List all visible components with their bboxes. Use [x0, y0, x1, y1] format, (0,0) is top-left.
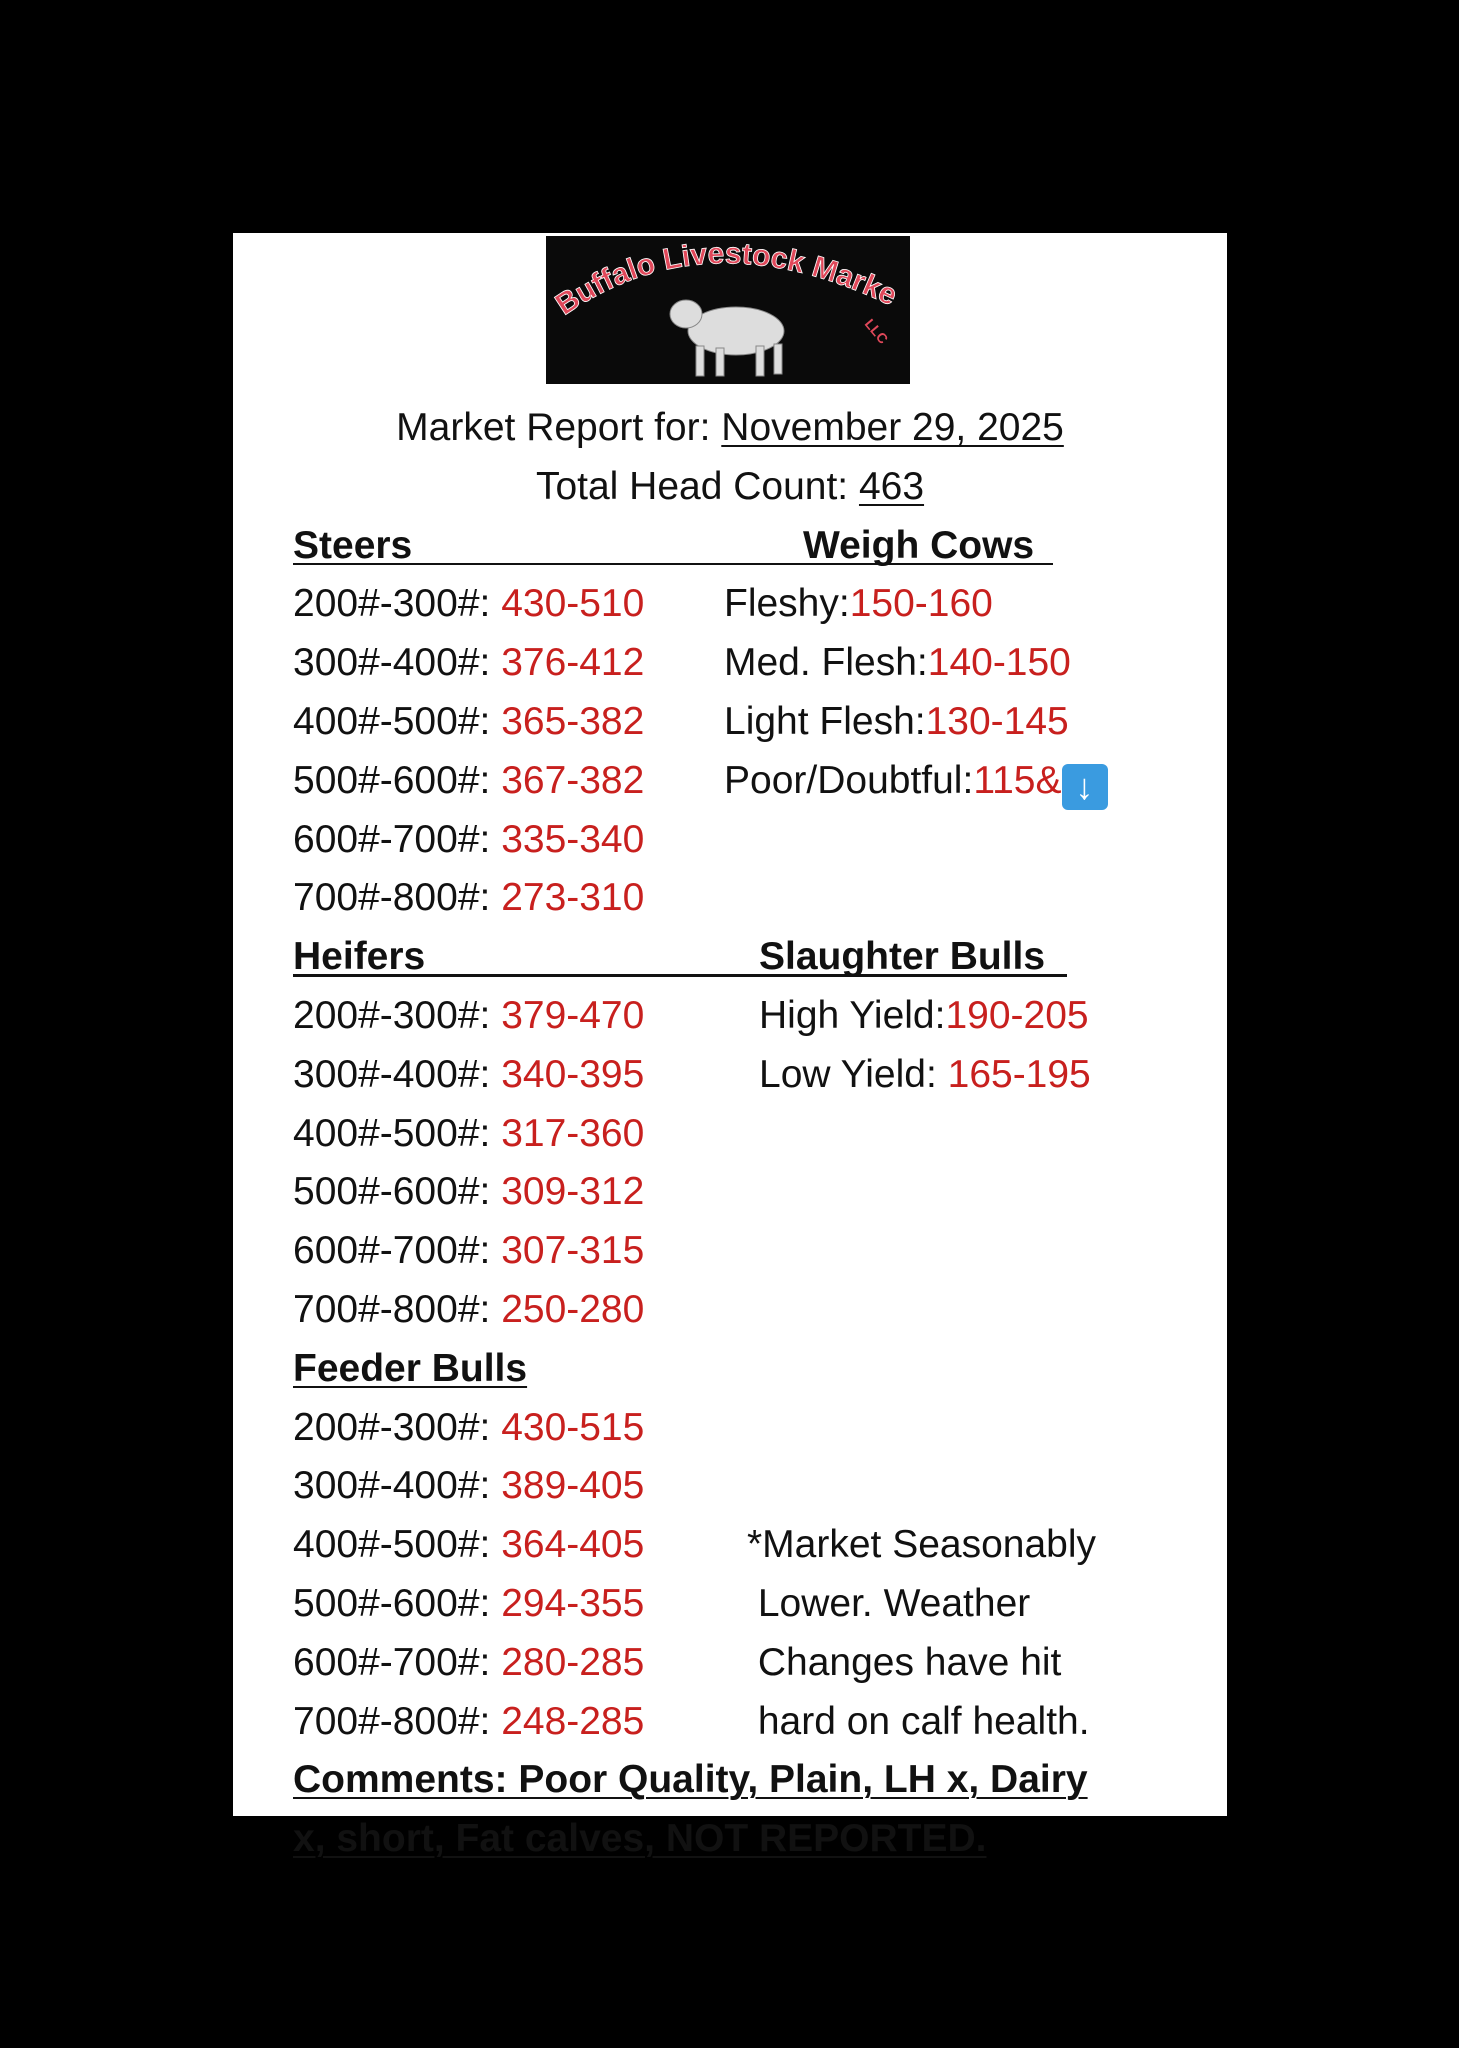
weigh-cows-price: 150-160: [849, 582, 993, 626]
feeder-bulls-price: 430-515: [501, 1405, 645, 1449]
weigh-cows-title: Weigh Cows: [803, 523, 1035, 567]
market-report-card: Buffalo Livestock Market LLC Market Repo…: [233, 233, 1227, 1860]
steers-price: 376-412: [501, 641, 645, 685]
steers-header-row: Steers Weigh Cows: [233, 517, 1227, 576]
report-label: Market Report for:: [396, 406, 722, 449]
down-arrow-icon: ↓: [1061, 763, 1108, 810]
heifers-price: 340-395: [501, 1052, 645, 1096]
steers-price: 365-382: [501, 699, 645, 743]
slaughter-bulls-price: 165-195: [947, 1052, 1091, 1096]
head-count-label: Total Head Count:: [535, 464, 859, 508]
comments: x, short, Fat calves, NOT REPORTED.: [293, 1817, 987, 1861]
report-date-line: Market Report for: November 29, 2025: [233, 399, 1227, 458]
feeder-bulls-title: Feeder Bulls: [293, 1346, 528, 1390]
head-count-line: Total Head Count: 463: [233, 458, 1227, 517]
steers-title: Steers: [293, 523, 413, 567]
weigh-cows-price: 115&: [973, 758, 1062, 802]
market-note: *Market Seasonably: [747, 1523, 1097, 1567]
market-note: hard on calf health.: [747, 1699, 1090, 1743]
heifers-price: 317-360: [501, 1111, 645, 1155]
feeder-bulls-price: 248-285: [501, 1699, 645, 1743]
report-date: November 29, 2025: [721, 406, 1064, 449]
feeder-bulls-price: 389-405: [501, 1464, 645, 1508]
comments: Comments: Poor Quality, Plain, LH x, Dai…: [293, 1758, 1088, 1802]
logo-suffix: LLC: [862, 316, 892, 347]
heifers-price: 309-312: [501, 1170, 645, 1214]
steers-price: 430-510: [501, 582, 645, 626]
slaughter-bulls-title: Slaughter Bulls: [759, 935, 1046, 979]
feeder-bulls-header-row: Feeder Bulls: [233, 1340, 1227, 1399]
weigh-cows-price: 130-145: [925, 699, 1069, 743]
steers-price: 367-382: [501, 758, 645, 802]
weigh-cows-price: 140-150: [927, 641, 1071, 685]
buffalo-livestock-logo: Buffalo Livestock Market LLC: [546, 236, 910, 384]
slaughter-bulls-price: 190-205: [945, 993, 1089, 1037]
heifers-price: 250-280: [501, 1287, 645, 1331]
head-count-value: 463: [858, 464, 925, 508]
feeder-bulls-price: 280-285: [501, 1640, 645, 1684]
heifers-price: 379-470: [501, 993, 645, 1037]
bull-icon: [669, 299, 785, 377]
heifers-title: Heifers: [293, 935, 426, 979]
heifers-price: 307-315: [501, 1229, 645, 1273]
heifers-header-row: Heifers Slaughter Bulls: [233, 928, 1227, 987]
market-note: Lower. Weather: [747, 1581, 1031, 1625]
feeder-bulls-price: 364-405: [501, 1523, 645, 1567]
steers-price: 273-310: [501, 876, 645, 920]
market-note: Changes have hit: [747, 1640, 1062, 1684]
steers-price: 335-340: [501, 817, 645, 861]
feeder-bulls-price: 294-355: [501, 1581, 645, 1625]
